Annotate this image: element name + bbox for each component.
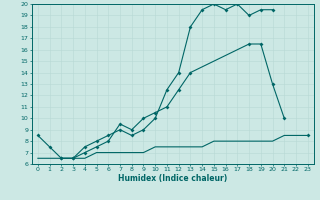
- X-axis label: Humidex (Indice chaleur): Humidex (Indice chaleur): [118, 174, 228, 183]
